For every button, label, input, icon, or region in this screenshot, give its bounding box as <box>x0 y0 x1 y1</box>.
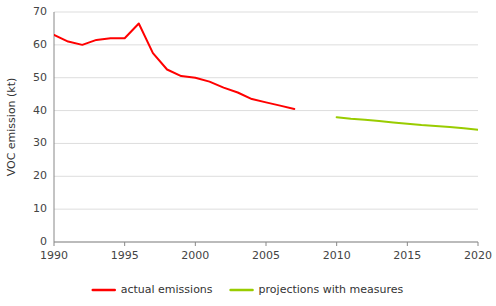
x-tick <box>195 242 196 246</box>
x-tick <box>407 242 408 246</box>
y-axis-label: VOC emission (kt) <box>5 78 18 177</box>
series-line <box>337 117 478 129</box>
y-tick-label: 20 <box>33 169 47 182</box>
grid-line <box>54 44 478 45</box>
x-tick-label: 2000 <box>181 249 209 262</box>
grid-line <box>54 176 478 177</box>
grid-line <box>54 209 478 210</box>
grid-line <box>54 110 478 111</box>
grid-line <box>54 143 478 144</box>
series-group <box>54 24 478 130</box>
y-tick-label: 40 <box>33 104 47 117</box>
chart: 0 10 20 30 40 50 60 70 1990 1995 2000 2005 2010 2015 2… <box>0 0 496 306</box>
x-tick-label: 2010 <box>323 249 351 262</box>
grid <box>54 12 478 242</box>
x-tick-label: 2015 <box>393 249 421 262</box>
legend-swatch <box>93 289 115 292</box>
x-tick-label: 1995 <box>111 249 139 262</box>
y-axis-line <box>54 12 55 242</box>
y-tick-label: 70 <box>33 5 47 18</box>
x-tick-label: 2020 <box>464 249 492 262</box>
y-tick-label: 0 <box>40 235 47 248</box>
legend-item: projections with measures <box>231 283 404 296</box>
y-tick-label: 50 <box>33 71 47 84</box>
x-tick <box>336 242 337 246</box>
axes: 0 10 20 30 40 50 60 70 1990 1995 2000 2005 2010 2015 2… <box>33 5 492 262</box>
legend-swatch <box>231 289 253 292</box>
x-tick <box>266 242 267 246</box>
series-line <box>54 24 294 109</box>
x-axis-line <box>54 242 478 243</box>
y-tick-label: 60 <box>33 38 47 51</box>
legend-label: actual emissions <box>121 283 213 296</box>
grid-line <box>54 242 478 243</box>
legend-item: actual emissions <box>93 283 213 296</box>
grid-line <box>54 77 478 78</box>
x-tick-label: 2005 <box>252 249 280 262</box>
legend: actual emissions projections with measure… <box>93 283 404 296</box>
x-tick <box>124 242 125 246</box>
y-tick-label: 30 <box>33 136 47 149</box>
x-tick-label: 1990 <box>40 249 68 262</box>
y-tick-label: 10 <box>33 202 47 215</box>
grid-line <box>54 12 478 13</box>
x-tick <box>54 242 55 246</box>
x-tick <box>478 242 479 246</box>
legend-label: projections with measures <box>259 283 404 296</box>
